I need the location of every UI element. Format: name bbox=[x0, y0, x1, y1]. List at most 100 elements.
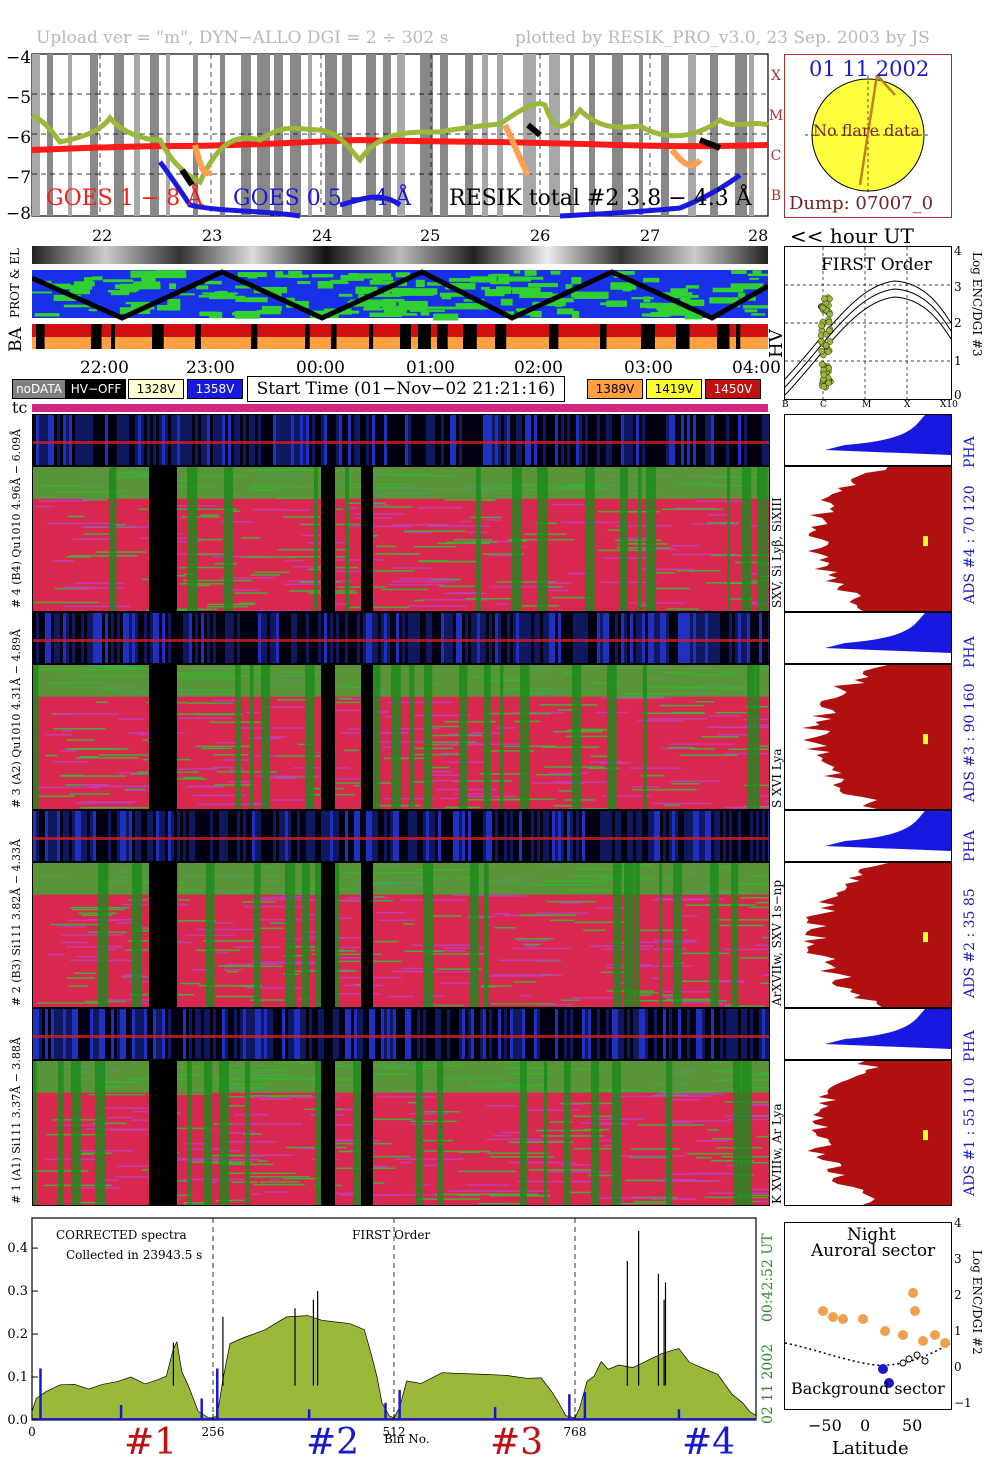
spectrogram-streak bbox=[561, 1164, 592, 1166]
pha-column bbox=[429, 811, 432, 861]
pha-column bbox=[741, 613, 744, 663]
pha-column bbox=[684, 613, 687, 663]
spectrum-peaks bbox=[172, 1230, 667, 1386]
spectrogram-green-column bbox=[537, 467, 548, 611]
spectrogram-streak bbox=[155, 1127, 213, 1130]
spectrum-panel: 0.0 0.1 0.2 0.3 0.4 0 256 512 768 CORRECTED spe… bbox=[0, 1210, 790, 1477]
pha-column bbox=[357, 1009, 360, 1059]
first-order-dot bbox=[818, 347, 825, 355]
orbit-green-patch bbox=[253, 286, 288, 294]
pha-column bbox=[453, 811, 456, 861]
pha-column bbox=[447, 1009, 450, 1059]
pha-column bbox=[576, 415, 579, 465]
spectrogram-streak bbox=[758, 795, 769, 797]
pha-column bbox=[171, 811, 174, 861]
spectrogram-streak bbox=[250, 999, 288, 1001]
spectrogram-green-column bbox=[607, 665, 617, 809]
pha-column bbox=[234, 1009, 237, 1059]
spectrogram-streak bbox=[708, 513, 727, 516]
spectrogram-streak bbox=[766, 930, 769, 932]
pha-column bbox=[306, 613, 309, 663]
goes-shade-band bbox=[497, 54, 503, 216]
time-tick-3: 01:00 bbox=[406, 358, 455, 378]
pha-strip-1 bbox=[32, 1008, 770, 1060]
spectrogram-streak bbox=[48, 953, 64, 956]
spectrogram-streak bbox=[490, 1003, 556, 1005]
goes-xtick-2: 24 bbox=[312, 226, 333, 245]
pha-column bbox=[195, 415, 198, 465]
pha-column bbox=[270, 613, 273, 663]
pha-column bbox=[81, 811, 84, 861]
pha-column bbox=[438, 811, 441, 861]
pha-column bbox=[459, 415, 462, 465]
spectrogram-streak bbox=[670, 1120, 730, 1122]
spectrogram-streak bbox=[170, 508, 237, 511]
pha-column bbox=[246, 1009, 249, 1059]
pha-column bbox=[174, 415, 177, 465]
spectrogram-streak bbox=[66, 556, 91, 558]
goes-shade-band bbox=[342, 54, 352, 216]
spectrogram-green-column bbox=[109, 467, 117, 611]
orbit-green-patch bbox=[738, 292, 746, 297]
spectrogram-streak bbox=[488, 554, 523, 557]
spectrogram-streak bbox=[183, 1204, 204, 1205]
pha-column bbox=[255, 1009, 258, 1059]
pha-column bbox=[162, 811, 165, 861]
orbit-green-patch bbox=[256, 309, 281, 315]
pha-column bbox=[738, 811, 741, 861]
spectrogram-streak bbox=[231, 1181, 258, 1183]
spectrogram-streak bbox=[381, 588, 428, 591]
pha-column bbox=[189, 415, 192, 465]
orbit-green-patch bbox=[631, 297, 654, 300]
aur-ylabel: Log ENC/DGI #2 bbox=[970, 1250, 984, 1355]
spectrogram-streak bbox=[629, 767, 681, 769]
pha-column bbox=[291, 1009, 294, 1059]
ba-hv-off bbox=[91, 324, 102, 349]
spectrogram-streak bbox=[215, 742, 238, 744]
spectrogram-streak bbox=[104, 1107, 174, 1110]
pha-column bbox=[726, 1009, 729, 1059]
spectrogram-streak bbox=[453, 793, 492, 795]
spectrogram-streak bbox=[89, 918, 134, 921]
pha-column bbox=[225, 1009, 228, 1059]
spectrogram-streak bbox=[616, 547, 671, 549]
auroral-dot bbox=[880, 1326, 890, 1336]
pha-column bbox=[468, 1009, 471, 1059]
pha-column bbox=[609, 811, 612, 861]
channel-2-ads: ADS #2 : 35 85 bbox=[962, 888, 978, 998]
pha-column bbox=[396, 613, 399, 663]
pha-column bbox=[366, 811, 369, 861]
orbit-green-patch bbox=[559, 298, 574, 303]
spectrogram-streak bbox=[629, 1156, 670, 1159]
spectrogram-streak bbox=[195, 713, 235, 716]
pha-column bbox=[702, 613, 705, 663]
spectrogram-streak bbox=[420, 599, 490, 601]
spectrogram-streak bbox=[755, 901, 769, 904]
pha-column bbox=[42, 415, 45, 465]
channel-2-pha: PHA bbox=[962, 830, 978, 862]
spectrogram-streak bbox=[78, 1150, 134, 1152]
spectrogram-streak bbox=[421, 1164, 443, 1167]
spectrogram-gap bbox=[149, 863, 177, 1007]
pha-column bbox=[645, 1009, 648, 1059]
spectrogram-streak bbox=[710, 554, 769, 557]
spectrogram-streak bbox=[655, 898, 724, 900]
pha-column bbox=[516, 613, 519, 663]
spectrogram-streak bbox=[77, 1153, 94, 1155]
spectrogram-green-column bbox=[638, 467, 642, 611]
spectrogram-streak bbox=[681, 980, 728, 983]
spectrogram-streak bbox=[467, 916, 491, 918]
pha-column bbox=[339, 415, 342, 465]
pha-column bbox=[723, 811, 726, 861]
spectrogram-streak bbox=[60, 775, 126, 777]
pha-column bbox=[456, 811, 459, 861]
spectrogram-streak bbox=[618, 537, 654, 539]
spectrogram-streak bbox=[677, 952, 730, 955]
pha-column bbox=[519, 613, 522, 663]
pha-column bbox=[558, 613, 561, 663]
pha-column bbox=[696, 811, 699, 861]
goes-shade-band bbox=[420, 54, 433, 216]
spectrogram-streak bbox=[497, 727, 515, 729]
auroral-plot bbox=[785, 1288, 951, 1388]
spectrogram-streak bbox=[229, 1104, 247, 1107]
